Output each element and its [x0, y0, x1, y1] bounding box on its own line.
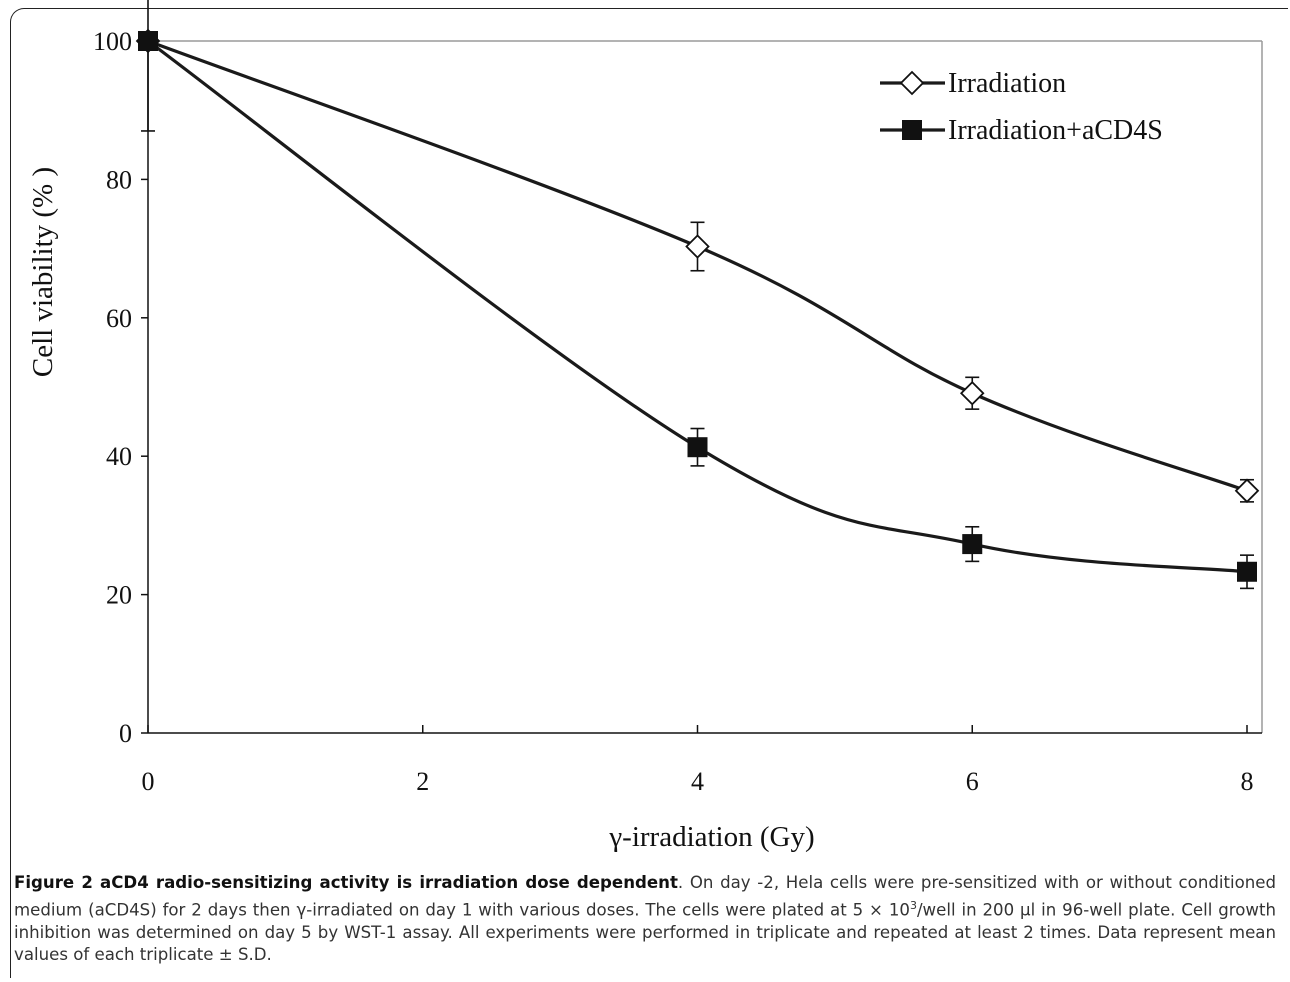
figure-caption: Figure 2 aCD4 radio-sensitizing activity… — [14, 872, 1276, 967]
y-tick-labels: 0 20 40 60 80 100 — [93, 27, 132, 748]
legend: Irradiation Irradiation+aCD4S — [880, 68, 1163, 146]
x-tick-label: 2 — [416, 767, 429, 796]
x-axis-title: γ-irradiation (Gy) — [608, 821, 814, 853]
y-tick-label: 60 — [106, 304, 132, 333]
series-2 — [138, 0, 1257, 590]
series-layer — [135, 0, 1260, 590]
series-line — [147, 39, 1248, 493]
y-tick-label: 20 — [106, 581, 132, 610]
data-point — [138, 31, 158, 51]
x-tick-label: 8 — [1241, 767, 1254, 796]
x-tick-label: 0 — [142, 767, 155, 796]
y-axis-title: Cell viability (% ) — [27, 167, 59, 377]
caption-superscript: 3 — [909, 898, 917, 912]
caption-body-2: /well in 200 µl in 96-well plate. Cell g… — [14, 900, 1276, 965]
caption-body-1: . On day -2, Hela cells were pre-sensiti… — [14, 873, 1277, 920]
caption-title: Figure 2 aCD4 radio-sensitizing activity… — [14, 873, 678, 892]
chart-axes — [141, 40, 1263, 734]
legend-label: Irradiation — [948, 68, 1066, 99]
data-point — [1234, 478, 1260, 504]
legend-marker — [899, 70, 925, 96]
x-tick-labels: 0 2 4 6 8 — [142, 767, 1254, 796]
x-tick-label: 6 — [966, 767, 979, 796]
series-line — [147, 39, 1248, 574]
y-tick-label: 100 — [93, 27, 132, 56]
data-point — [1237, 561, 1257, 582]
data-point — [959, 380, 985, 406]
data-point — [687, 437, 708, 458]
data-point — [962, 534, 983, 555]
y-tick-label: 40 — [106, 442, 132, 471]
y-tick-label: 0 — [119, 719, 132, 748]
x-tick-label: 4 — [691, 767, 704, 796]
legend-label: Irradiation+aCD4S — [948, 115, 1163, 146]
data-point — [685, 234, 710, 259]
y-tick-label: 80 — [106, 165, 132, 194]
legend-marker — [902, 120, 922, 140]
figure-frame — [10, 8, 1288, 978]
